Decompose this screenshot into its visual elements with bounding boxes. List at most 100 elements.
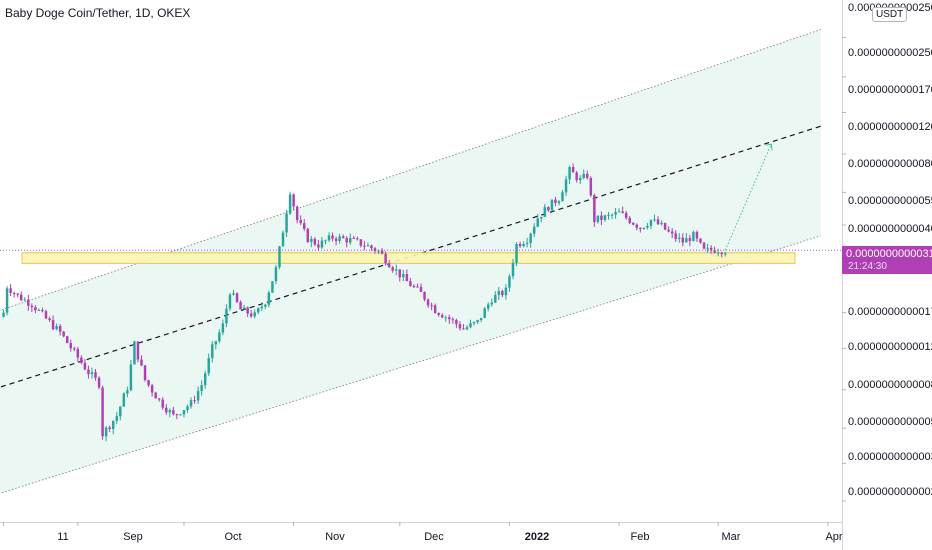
candle-body [433, 305, 437, 314]
candle-body [94, 372, 97, 378]
candle-body [165, 407, 168, 413]
time-label: Nov [325, 531, 345, 543]
candle-body [44, 311, 48, 319]
candle-body [76, 348, 80, 358]
candle-body [260, 306, 264, 309]
candle-body [377, 250, 380, 252]
candle-body [716, 252, 720, 254]
candle-body [617, 211, 621, 213]
candle-body [285, 213, 288, 233]
candle-body [253, 312, 256, 317]
candle-body [306, 228, 310, 243]
candle-body [12, 292, 16, 294]
candle-body [656, 219, 660, 225]
candle-body [23, 299, 27, 301]
price-label: 0.000000000000800 [848, 379, 932, 391]
candle-body [73, 348, 76, 350]
candle-body [129, 364, 133, 391]
candle-body [578, 178, 582, 181]
candle-body [83, 362, 87, 370]
time-label-year: 2022 [524, 531, 550, 543]
candle-body [62, 331, 65, 337]
candle-body [140, 359, 143, 366]
candle-body [465, 327, 469, 330]
candle-body [398, 269, 402, 278]
candle-body [571, 167, 575, 173]
candle-body [699, 238, 702, 243]
candle-body [430, 305, 433, 307]
candle-body [522, 244, 525, 247]
candle-body [136, 341, 140, 360]
candle-body [143, 365, 147, 381]
candle-body [426, 299, 430, 306]
candle-body [518, 243, 522, 247]
candle-body [303, 223, 306, 229]
candle-body [483, 308, 486, 318]
candle-body [557, 201, 561, 204]
candle-body [218, 332, 221, 342]
candle-body [211, 344, 214, 359]
price-label: 0.000000000004000 [848, 223, 932, 235]
candle-body [101, 387, 104, 437]
candle-body [133, 341, 136, 365]
candle-body [490, 302, 493, 305]
candle-body [225, 308, 228, 324]
candle-body [536, 218, 539, 227]
candle-body [451, 319, 455, 321]
candle-body [349, 238, 352, 243]
candle-body [586, 173, 589, 178]
candle-body [547, 207, 550, 211]
price-label: 0.000000000012000 [848, 121, 932, 133]
candle-body [632, 222, 635, 225]
candle-body [458, 324, 462, 329]
candle-body [214, 341, 218, 345]
candle-body [405, 274, 409, 282]
candle-body [334, 238, 338, 241]
candle-body [87, 369, 90, 375]
candle-body [58, 325, 62, 332]
candle-body [338, 236, 341, 241]
candle-body [610, 214, 614, 216]
candle-body [444, 317, 448, 319]
candle-body [564, 179, 568, 193]
candle-body [317, 244, 320, 248]
candle-body [16, 293, 19, 295]
candle-body [370, 245, 373, 249]
candle-body [540, 216, 543, 219]
candle-body [709, 247, 713, 251]
candle-body [366, 245, 370, 247]
candle-body [90, 372, 94, 375]
candle-body [19, 294, 23, 301]
candle-body [186, 406, 189, 411]
candle-body [203, 373, 207, 386]
candle-body [511, 262, 515, 277]
price-label: 0.000000000000390 [848, 451, 932, 463]
candle-body [681, 237, 685, 243]
time-label: Oct [224, 531, 242, 543]
candle-body [239, 301, 242, 310]
candle-body [80, 357, 83, 363]
currency-unit-button[interactable]: USDT [872, 7, 908, 22]
current-price-tag: 0.000000000003127 21:24:30 [842, 246, 932, 274]
candle-body [469, 323, 472, 328]
candle-body [147, 380, 150, 386]
candle-body [525, 242, 529, 245]
candle-body [352, 238, 356, 240]
candle-body [104, 427, 108, 437]
candle-body [161, 399, 164, 408]
candle-body [65, 336, 69, 343]
candle-body [394, 269, 398, 271]
candle-body [685, 238, 688, 243]
candle-body [532, 226, 536, 234]
candle-body [582, 173, 585, 179]
candle-body [628, 217, 631, 223]
candle-body [363, 245, 366, 247]
candle-body [603, 215, 607, 220]
candle-body [5, 288, 9, 313]
candle-body [27, 299, 30, 306]
candle-body [172, 410, 175, 415]
candle-body [111, 420, 115, 430]
price-label: 0.000000000001200 [848, 341, 932, 353]
candle-body [37, 309, 41, 311]
